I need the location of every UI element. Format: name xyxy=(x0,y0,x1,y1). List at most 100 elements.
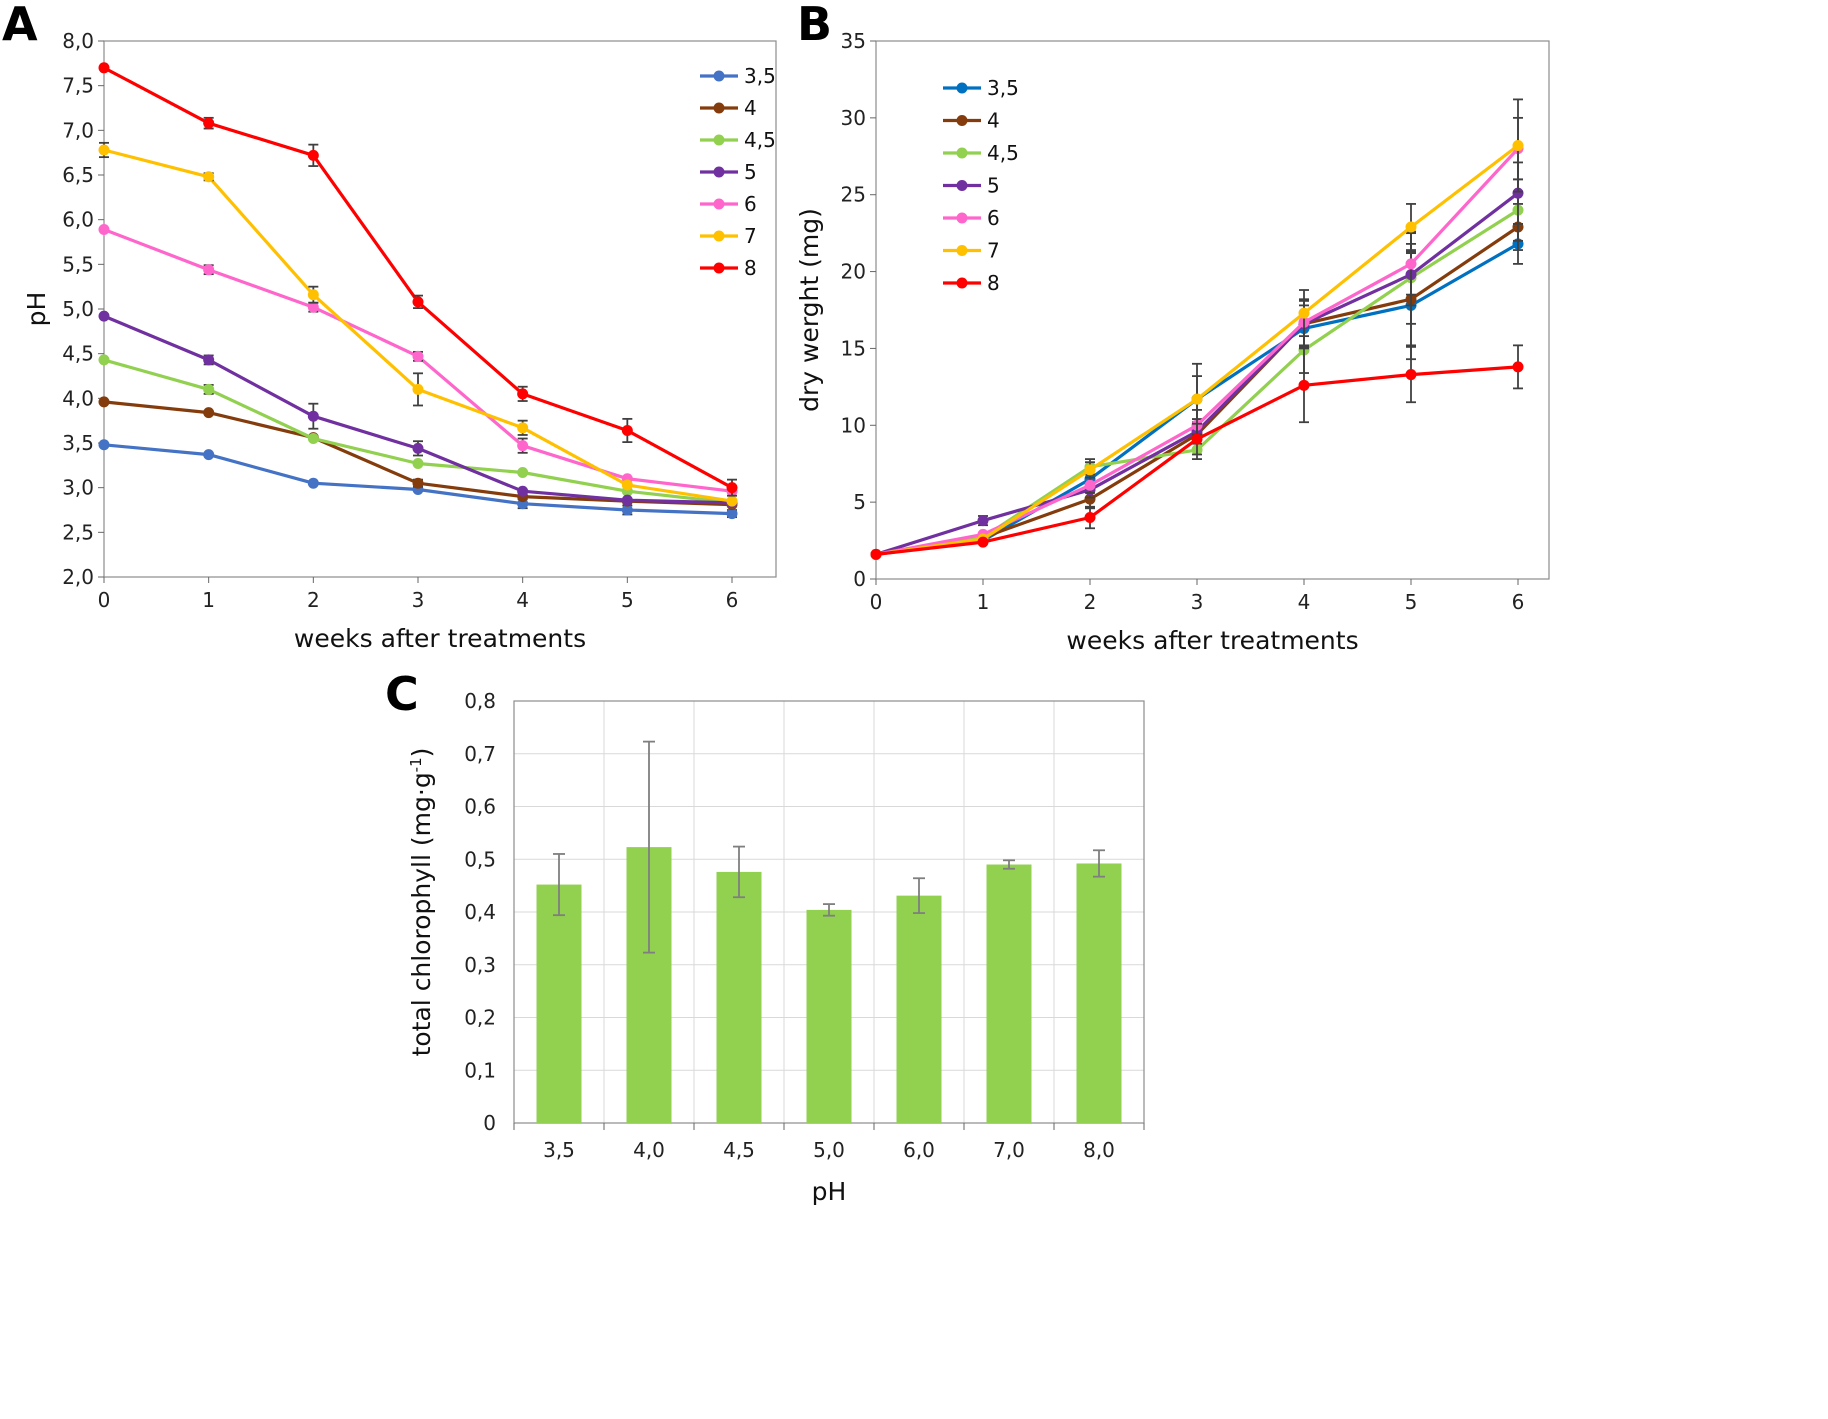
bar xyxy=(536,884,582,1123)
data-point xyxy=(1405,258,1417,270)
legend-label: 4 xyxy=(744,96,757,120)
x-tick-label: 2 xyxy=(307,588,320,612)
x-tick-label: 4,5 xyxy=(723,1138,755,1162)
series-7 xyxy=(98,141,738,507)
x-tick-label: 0 xyxy=(98,588,111,612)
x-tick-label: 3 xyxy=(412,588,425,612)
data-point xyxy=(726,495,738,507)
legend-label: 7 xyxy=(987,239,1000,263)
y-axis-title: pH xyxy=(22,292,51,327)
y-tick-label: 7,5 xyxy=(62,74,94,98)
bar xyxy=(716,871,762,1123)
data-point xyxy=(1512,140,1524,152)
legend-swatch-marker xyxy=(713,230,725,242)
y-tick-label: 20 xyxy=(841,260,866,284)
legend-swatch-marker xyxy=(956,180,968,191)
y-tick-label: 3,0 xyxy=(62,476,94,500)
plot-frame xyxy=(875,40,1550,580)
legend-swatch-marker xyxy=(956,82,968,94)
y-tick-label: 35 xyxy=(841,29,866,53)
legend-label: 8 xyxy=(987,271,1000,295)
y-tick-label: 0,4 xyxy=(464,900,496,924)
bar xyxy=(986,864,1032,1123)
x-tick-label: 1 xyxy=(202,588,215,612)
legend-swatch-marker xyxy=(713,70,725,82)
y-tick-label: 0,7 xyxy=(464,742,496,766)
panel-letter: C xyxy=(385,667,419,721)
data-point xyxy=(1512,361,1524,373)
y-tick-label: 0,1 xyxy=(464,1058,496,1082)
legend-swatch-marker xyxy=(956,212,968,224)
data-point xyxy=(726,508,738,520)
series-line xyxy=(875,147,1520,556)
data-point xyxy=(98,396,110,408)
x-tick-label: 6 xyxy=(726,588,739,612)
y-axis-title: dry werght (mg) xyxy=(795,208,824,412)
x-tick-label: 3 xyxy=(1191,590,1204,614)
x-tick-label: 7,0 xyxy=(993,1138,1025,1162)
data-point xyxy=(203,117,215,129)
legend-swatch-marker xyxy=(713,134,725,146)
legend-swatch-marker xyxy=(713,166,725,178)
data-point xyxy=(870,548,882,560)
y-axis-title-close: ) xyxy=(407,748,436,758)
data-point xyxy=(517,485,529,497)
y-tick-label: 25 xyxy=(841,183,866,207)
data-point xyxy=(98,354,110,366)
y-tick-label: 3,5 xyxy=(62,431,94,455)
y-tick-label: 4,0 xyxy=(62,386,94,410)
legend-label: 4 xyxy=(987,109,1000,133)
data-point xyxy=(412,350,424,362)
x-tick-label: 8,0 xyxy=(1083,1138,1115,1162)
y-tick-label: 0,3 xyxy=(464,953,496,977)
data-point xyxy=(1405,221,1417,233)
data-point xyxy=(307,433,319,445)
data-point xyxy=(98,439,110,451)
series-line xyxy=(103,314,733,505)
x-tick-label: 1 xyxy=(977,590,990,614)
y-tick-label: 5,5 xyxy=(62,252,94,276)
series-5 xyxy=(870,161,1524,560)
x-tick-label: 5 xyxy=(621,588,634,612)
series-line xyxy=(103,66,733,490)
data-point xyxy=(517,388,529,400)
data-point xyxy=(977,536,989,548)
x-tick-label: 4 xyxy=(516,588,529,612)
y-tick-label: 0 xyxy=(483,1111,496,1135)
data-point xyxy=(412,458,424,470)
bar xyxy=(806,909,852,1123)
x-tick-label: 4,0 xyxy=(633,1138,665,1162)
x-tick-label: 2 xyxy=(1084,590,1097,614)
y-axis-title-main: total chlorophyll (mg·g xyxy=(407,772,436,1056)
legend-label: 3,5 xyxy=(744,64,776,88)
data-point xyxy=(307,410,319,422)
y-axis-title: total chlorophyll (mg·g-1) xyxy=(407,748,436,1057)
x-tick-label: 6,0 xyxy=(903,1138,935,1162)
x-tick-label: 4 xyxy=(1298,590,1311,614)
series-7 xyxy=(870,98,1524,560)
legend-label: 6 xyxy=(987,206,1000,230)
y-tick-label: 30 xyxy=(841,106,866,130)
data-point xyxy=(621,494,633,506)
y-tick-label: 0,6 xyxy=(464,795,496,819)
data-point xyxy=(1298,379,1310,391)
legend-swatch-marker xyxy=(956,277,968,289)
data-point xyxy=(203,264,215,276)
legend-label: 3,5 xyxy=(987,76,1019,100)
data-point xyxy=(517,466,529,478)
data-point xyxy=(98,62,110,74)
legend-label: 6 xyxy=(744,192,757,216)
data-point xyxy=(98,310,110,322)
data-point xyxy=(517,422,529,434)
y-tick-label: 4,5 xyxy=(62,342,94,366)
legend-swatch-marker xyxy=(956,245,968,256)
data-point xyxy=(1298,307,1310,319)
y-tick-label: 6,0 xyxy=(62,208,94,232)
data-point xyxy=(621,504,633,516)
series-4-5 xyxy=(98,354,738,509)
data-point xyxy=(98,223,110,235)
y-tick-label: 7,0 xyxy=(62,118,94,142)
data-point xyxy=(517,440,529,452)
bar xyxy=(1076,863,1122,1123)
data-point xyxy=(98,144,110,156)
